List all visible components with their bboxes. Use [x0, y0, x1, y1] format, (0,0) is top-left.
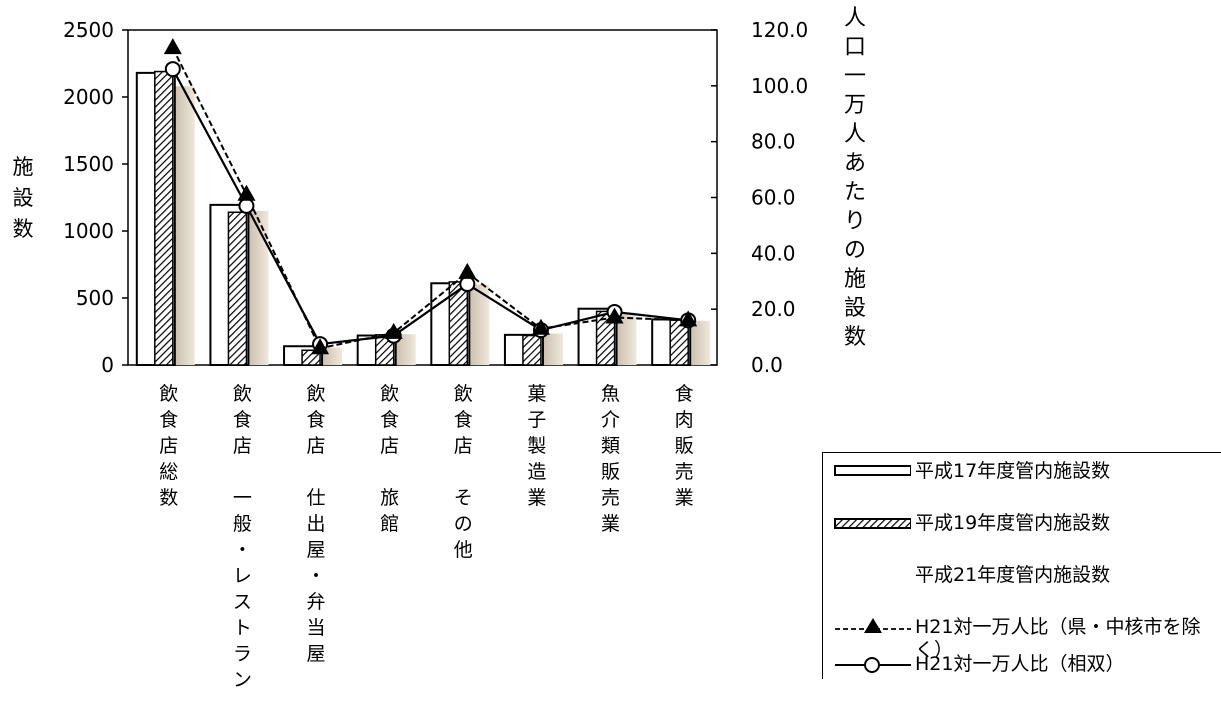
hatched-bar-swatch — [834, 518, 911, 529]
category-label: 飲食店 旅館 — [380, 383, 399, 535]
left-axis-title: 施設数 — [12, 155, 34, 241]
right-axis-title: 人口一万人あたりの施設数 — [843, 6, 866, 350]
category-label: 飲食店 一般・レストラン — [233, 383, 252, 691]
triangle-point — [163, 38, 182, 55]
triangle-point — [531, 318, 550, 335]
circle-point — [164, 61, 181, 78]
circle-point — [459, 276, 476, 293]
legend-label: 平成21年度管内施設数 — [915, 564, 1111, 586]
series-lines — [163, 38, 698, 355]
legend-label: 平成17年度管内施設数 — [915, 460, 1111, 482]
category-label: 飲食店 仕出屋・弁当屋 — [307, 383, 326, 665]
category-label: 食肉販売業 — [675, 383, 694, 509]
open-bar-swatch — [834, 465, 911, 476]
right-tick-label: 100.0 — [751, 74, 808, 98]
legend-label: 平成19年度管内施設数 — [915, 512, 1111, 534]
circle-line-swatch — [835, 657, 911, 673]
right-tick-label: 0.0 — [751, 353, 783, 377]
category-label: 飲食店 その他 — [454, 383, 473, 561]
category-label: 菓子製造業 — [527, 383, 546, 509]
bar-h21 — [540, 333, 563, 365]
circle-point — [238, 197, 255, 214]
line-h21-ratio-sousou — [171, 68, 689, 346]
bar-h19 — [522, 334, 542, 366]
bar-h19 — [448, 281, 469, 366]
bar-h21 — [467, 284, 490, 365]
left-tick-label: 2000 — [63, 85, 114, 109]
left-tick-label: 1500 — [63, 152, 114, 176]
triangle-point — [458, 262, 477, 279]
legend: 平成17年度管内施設数 平成19年度管内施設数 平成21年度管内施設数 H21対… — [822, 452, 1221, 679]
right-tick-label: 120.0 — [751, 18, 808, 42]
category-label: 飲食店総数 — [159, 383, 178, 509]
triangle-point — [384, 322, 403, 339]
triangle-point — [311, 338, 330, 355]
category-labels: 飲食店総数 飲食店 一般・レストラン 飲食店 仕出屋・弁当屋 飲食店 旅館 飲食店 その… — [159, 383, 693, 691]
bar-h21 — [614, 312, 637, 365]
left-tick-label: 500 — [76, 286, 114, 310]
legend-label: H21対一万人比（県・中核市を除く） — [915, 616, 1201, 661]
bar-h19 — [227, 211, 248, 366]
legend-label: H21対一万人比（相双） — [915, 653, 1125, 675]
right-tick-label: 80.0 — [751, 130, 796, 154]
bar-h21 — [393, 334, 416, 365]
bar-h21 — [246, 210, 269, 365]
left-axis: 0 500 1000 1500 2000 2500 — [63, 18, 128, 377]
bars — [135, 70, 711, 367]
bar-h21 — [172, 86, 195, 365]
triangle-point — [679, 310, 698, 327]
right-axis: 0.0 20.0 40.0 60.0 80.0 100.0 120.0 — [711, 18, 808, 377]
bar-h19 — [595, 310, 616, 366]
category-label: 魚介類販売業 — [601, 383, 620, 535]
left-tick-label: 2500 — [63, 18, 114, 42]
right-tick-label: 40.0 — [751, 241, 796, 265]
left-tick-label: 0 — [101, 353, 114, 377]
bar-h19 — [154, 70, 174, 366]
left-tick-label: 1000 — [63, 219, 114, 243]
right-tick-label: 20.0 — [751, 297, 796, 321]
triangle-point — [237, 184, 256, 201]
line-h21-ratio-pref — [171, 47, 689, 350]
triangle-point — [605, 307, 624, 324]
triangle-line-swatch — [835, 618, 911, 633]
right-tick-label: 60.0 — [751, 186, 796, 210]
bar-h21 — [688, 320, 711, 365]
